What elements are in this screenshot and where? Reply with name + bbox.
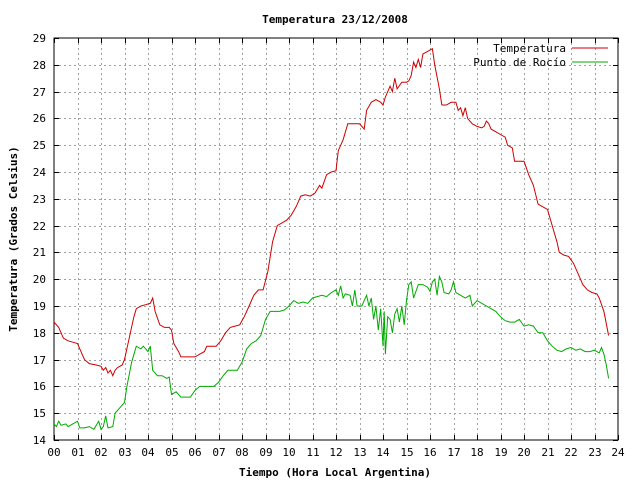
legend-label: Punto de Rocío — [473, 56, 566, 69]
x-tick-label: 20 — [517, 446, 530, 459]
y-tick-label: 14 — [33, 434, 47, 447]
x-tick-label: 05 — [165, 446, 178, 459]
y-tick-label: 16 — [33, 380, 46, 393]
x-tick-label: 04 — [141, 446, 155, 459]
x-tick-label: 07 — [212, 446, 225, 459]
x-tick-label: 02 — [94, 446, 107, 459]
y-tick-label: 27 — [33, 86, 46, 99]
y-tick-label: 21 — [33, 246, 46, 259]
y-tick-label: 28 — [33, 59, 46, 72]
x-tick-label: 24 — [611, 446, 625, 459]
series-line-0 — [53, 47, 610, 377]
x-tick-label: 23 — [588, 446, 601, 459]
x-axis-label: Tiempo (Hora Local Argentina) — [239, 466, 431, 479]
x-tick-label: 18 — [470, 446, 483, 459]
x-tick-label: 17 — [447, 446, 460, 459]
x-tick-label: 21 — [541, 446, 554, 459]
y-tick-label: 19 — [33, 300, 46, 313]
y-tick-label: 22 — [33, 220, 46, 233]
x-tick-label: 22 — [564, 446, 577, 459]
y-tick-label: 18 — [33, 327, 46, 340]
x-tick-label: 19 — [494, 446, 507, 459]
x-tick-label: 00 — [47, 446, 60, 459]
x-tick-label: 10 — [282, 446, 295, 459]
x-tick-label: 01 — [71, 446, 84, 459]
y-tick-label: 20 — [33, 273, 46, 286]
axis-ticks: 00 01 02 03 04 05 06 07 08 09 10 11 12 13 14 15 16 17 18 19… — [33, 32, 625, 459]
x-tick-label: 14 — [376, 446, 390, 459]
series-line-1 — [53, 274, 610, 431]
x-tick-label: 08 — [235, 446, 248, 459]
x-tick-label: 06 — [188, 446, 201, 459]
x-tick-label: 16 — [423, 446, 436, 459]
grid — [54, 38, 618, 440]
series-lines — [53, 47, 610, 431]
chart-title: Temperatura 23/12/2008 — [262, 13, 408, 26]
legend-label: Temperatura — [493, 42, 566, 55]
y-tick-label: 26 — [33, 112, 46, 125]
x-tick-label: 09 — [259, 446, 272, 459]
y-axis-label: Temperatura (Grados Celsius) — [7, 146, 20, 331]
y-tick-label: 15 — [33, 407, 46, 420]
x-tick-label: 03 — [118, 446, 131, 459]
y-tick-label: 23 — [33, 193, 46, 206]
y-tick-label: 17 — [33, 354, 46, 367]
y-tick-label: 29 — [33, 32, 46, 45]
x-tick-label: 13 — [353, 446, 366, 459]
y-tick-label: 25 — [33, 139, 46, 152]
x-tick-label: 12 — [329, 446, 342, 459]
x-tick-label: 11 — [306, 446, 319, 459]
x-tick-label: 15 — [400, 446, 413, 459]
y-tick-label: 24 — [33, 166, 47, 179]
